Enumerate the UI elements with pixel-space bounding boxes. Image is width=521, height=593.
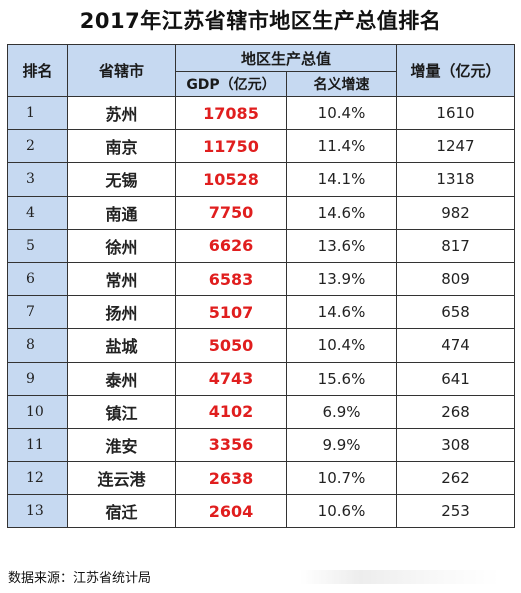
growth-cell: 10.6%: [285, 494, 398, 529]
city-cell: 南京: [67, 129, 176, 164]
gdp-cell: 3356: [175, 427, 287, 463]
header-growth: 名义增速: [285, 71, 398, 97]
table-header: 排名 省辖市 地区生产总值 增量（亿元） GDP（亿元） 名义增速: [7, 44, 516, 97]
gdp-cell: 4743: [175, 361, 287, 396]
city-cell: 宿迁: [67, 494, 176, 529]
growth-cell: 9.9%: [285, 427, 398, 463]
city-cell: 南通: [67, 195, 176, 230]
page-title: 2017年江苏省辖市地区生产总值排名: [79, 9, 442, 33]
table-row: 2 南京 11750 11.4% 1247: [7, 129, 516, 164]
header-city: 省辖市: [67, 44, 176, 97]
growth-cell: 11.4%: [285, 129, 398, 164]
rank-cell: 8: [7, 328, 68, 363]
rank-cell: 1: [7, 95, 68, 131]
gdp-cell: 11750: [175, 129, 287, 164]
increment-cell: 641: [396, 361, 516, 396]
rank-cell: 10: [7, 394, 68, 429]
increment-cell: 474: [396, 328, 516, 363]
growth-cell: 14.1%: [285, 162, 398, 197]
increment-cell: 809: [396, 261, 516, 297]
growth-cell: 13.6%: [285, 228, 398, 263]
growth-cell: 13.9%: [285, 261, 398, 297]
source-note: 数据来源：江苏省统计局: [8, 571, 152, 586]
increment-cell: 1318: [396, 162, 516, 197]
table-row: 6 常州 6583 13.9% 809: [7, 261, 516, 297]
increment-cell: 268: [396, 394, 516, 429]
gdp-cell: 5107: [175, 295, 287, 330]
city-cell: 淮安: [67, 427, 176, 463]
rank-cell: 6: [7, 261, 68, 297]
header-rank: 排名: [7, 44, 68, 97]
gdp-cell: 7750: [175, 195, 287, 230]
table-row: 13 宿迁 2604 10.6% 253: [7, 494, 516, 529]
table-row: 3 无锡 10528 14.1% 1318: [7, 162, 516, 197]
city-cell: 苏州: [67, 95, 176, 131]
rank-cell: 11: [7, 427, 68, 463]
table-row: 12 连云港 2638 10.7% 262: [7, 461, 516, 496]
rank-cell: 7: [7, 295, 68, 330]
table-row: 11 淮安 3356 9.9% 308: [7, 427, 516, 463]
growth-cell: 15.6%: [285, 361, 398, 396]
watermark-smudge: [300, 570, 500, 584]
gdp-cell: 5050: [175, 328, 287, 363]
increment-cell: 817: [396, 228, 516, 263]
rank-cell: 9: [7, 361, 68, 396]
city-cell: 常州: [67, 261, 176, 297]
city-cell: 泰州: [67, 361, 176, 396]
growth-cell: 14.6%: [285, 295, 398, 330]
growth-cell: 6.9%: [285, 394, 398, 429]
increment-cell: 253: [396, 494, 516, 529]
table-row: 1 苏州 17085 10.4% 1610: [7, 95, 516, 131]
increment-cell: 262: [396, 461, 516, 496]
gdp-cell: 4102: [175, 394, 287, 429]
table-row: 10 镇江 4102 6.9% 268: [7, 394, 516, 429]
city-cell: 徐州: [67, 228, 176, 263]
gdp-cell: 17085: [175, 95, 287, 131]
rank-cell: 2: [7, 129, 68, 164]
table-row: 9 泰州 4743 15.6% 641: [7, 361, 516, 396]
city-cell: 扬州: [67, 295, 176, 330]
table-row: 7 扬州 5107 14.6% 658: [7, 295, 516, 330]
growth-cell: 10.7%: [285, 461, 398, 496]
growth-cell: 10.4%: [285, 95, 398, 131]
increment-cell: 1247: [396, 129, 516, 164]
table-body: 1 苏州 17085 10.4% 1610 2 南京 11750 11.4% 1247 3 无锡 105…: [7, 95, 516, 529]
gdp-ranking-table: 排名 省辖市 地区生产总值 增量（亿元） GDP（亿元） 名义增速 1 苏州 170…: [7, 44, 516, 529]
table-row: 8 盐城 5050 10.4% 474: [7, 328, 516, 363]
rank-cell: 12: [7, 461, 68, 496]
gdp-cell: 6626: [175, 228, 287, 263]
header-gdp-group: 地区生产总值: [174, 44, 398, 72]
city-cell: 连云港: [67, 461, 176, 496]
increment-cell: 982: [396, 195, 516, 230]
city-cell: 镇江: [67, 394, 176, 429]
gdp-cell: 10528: [175, 162, 287, 197]
gdp-cell: 6583: [175, 261, 287, 297]
rank-cell: 13: [7, 494, 68, 529]
increment-cell: 658: [396, 295, 516, 330]
rank-cell: 3: [7, 162, 68, 197]
gdp-cell: 2638: [175, 461, 287, 496]
table-row: 4 南通 7750 14.6% 982: [7, 195, 516, 230]
city-cell: 无锡: [67, 162, 176, 197]
header-gdp: GDP（亿元）: [175, 71, 287, 97]
rank-cell: 4: [7, 195, 68, 230]
header-increment: 增量（亿元）: [396, 44, 516, 97]
increment-cell: 308: [396, 427, 516, 463]
gdp-cell: 2604: [175, 494, 287, 529]
growth-cell: 10.4%: [285, 328, 398, 363]
city-cell: 盐城: [67, 328, 176, 363]
rank-cell: 5: [7, 228, 68, 263]
table-row: 5 徐州 6626 13.6% 817: [7, 228, 516, 263]
increment-cell: 1610: [396, 95, 516, 131]
growth-cell: 14.6%: [285, 195, 398, 230]
